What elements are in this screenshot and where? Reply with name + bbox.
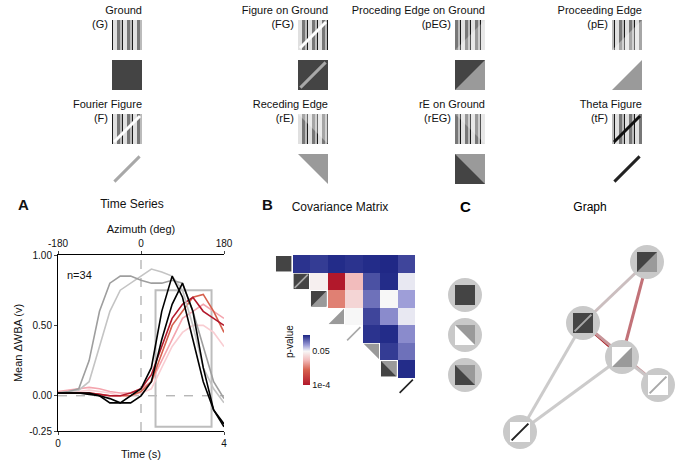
html-text:Proceeding Edge: Proceeding Edge — [557, 4, 642, 16]
html-text:(F): (F) — [94, 112, 108, 124]
svg-text:-0.25: -0.25 — [29, 426, 52, 437]
html-text:rE on Ground: rE on Ground — [419, 98, 485, 110]
html-text:Receding Edge: Receding Edge — [252, 98, 328, 110]
svg-text:180: 180 — [216, 238, 233, 249]
svg-text:Covariance Matrix: Covariance Matrix — [292, 200, 389, 214]
svg-text:n=34: n=34 — [67, 269, 92, 281]
html-text:B: B — [262, 196, 273, 213]
html-text:(FG): (FG) — [271, 18, 294, 30]
html-text:Ground: Ground — [105, 4, 142, 16]
svg-text:-180: -180 — [48, 238, 68, 249]
html-text:Proceding Edge on Ground: Proceding Edge on Ground — [351, 4, 485, 16]
svg-text:Graph: Graph — [573, 200, 606, 214]
svg-text:0: 0 — [138, 238, 144, 249]
html-text:(rEG): (rEG) — [424, 112, 451, 124]
html-text:(pEG): (pEG) — [421, 18, 451, 30]
html-text:(tF): (tF) — [590, 112, 608, 124]
html-text:Theta Figure: Theta Figure — [579, 98, 642, 110]
svg-text:Azimuth (deg): Azimuth (deg) — [107, 223, 175, 235]
svg-text:Time Series: Time Series — [100, 197, 164, 211]
svg-text:0.05: 0.05 — [312, 346, 330, 356]
html-text:Fourier Figure: Fourier Figure — [72, 98, 142, 110]
html-text:(G): (G) — [92, 18, 108, 30]
svg-text:1e-4: 1e-4 — [312, 380, 330, 390]
html-text:Figure on Ground: Figure on Ground — [241, 4, 328, 16]
svg-text:C: C — [460, 198, 471, 215]
svg-text:p-value: p-value — [284, 325, 295, 358]
svg-text:4: 4 — [221, 438, 227, 449]
svg-text:Time (s): Time (s) — [121, 448, 161, 460]
svg-text:1.00: 1.00 — [33, 250, 53, 261]
html-text:(rE): (rE) — [275, 112, 294, 124]
svg-text:Mean ΔWBA (v): Mean ΔWBA (v) — [12, 304, 24, 382]
svg-text:0.00: 0.00 — [33, 390, 53, 401]
html-text:A: A — [18, 196, 29, 213]
svg-text:0: 0 — [55, 438, 61, 449]
svg-text:0.50: 0.50 — [33, 320, 53, 331]
html-text:(pE): (pE) — [587, 18, 608, 30]
